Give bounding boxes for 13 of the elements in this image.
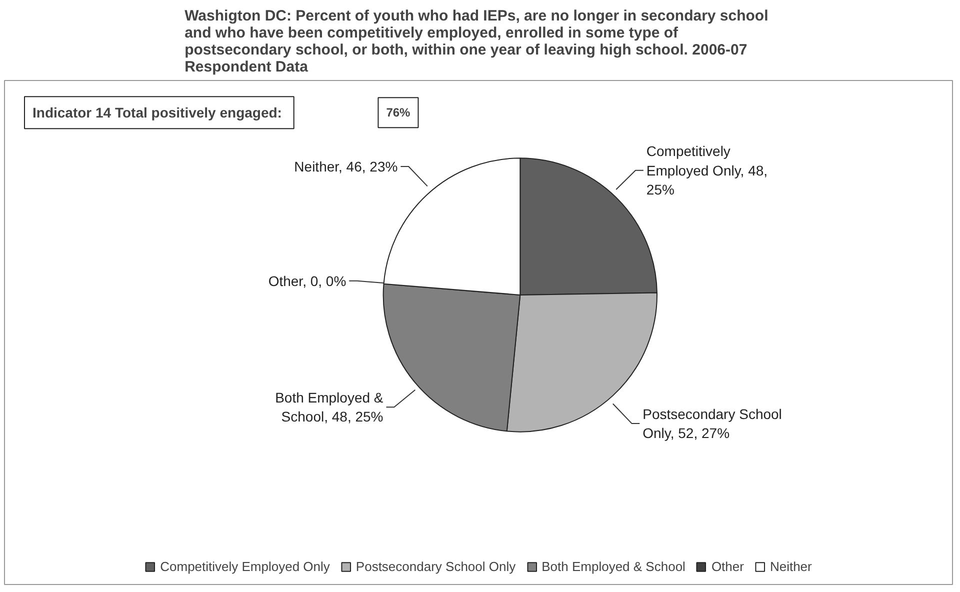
text: Indicator 14 Total positively engaged: [32,104,282,121]
text: 76% [386,106,411,120]
legend-label: Other [711,559,744,574]
legend-label: Competitively Employed Only [160,559,330,574]
chart-title: Washigton DC: Percent of youth who had IEPs, are no longer in secondary school and who have been competitively employed, enrolled in some type of postsecondary school, or both, within one year of leaving high school. 2006-07 Respondent Data [184,8,768,76]
legend-label: Both Employed & School [542,559,686,574]
legend-label: Neither [770,559,812,574]
data-label: Postsecondary School Only, 52, 27% [642,406,782,442]
text: Other, 0, 0% [268,272,346,289]
data-label: Both Employed & School, 48, 25% [275,389,384,425]
data-label: Neither, 46, 23% [294,158,398,174]
legend-label: Postsecondary School Only [356,559,516,574]
data-label: Competitively Employed Only, 48, 25% [646,143,768,198]
